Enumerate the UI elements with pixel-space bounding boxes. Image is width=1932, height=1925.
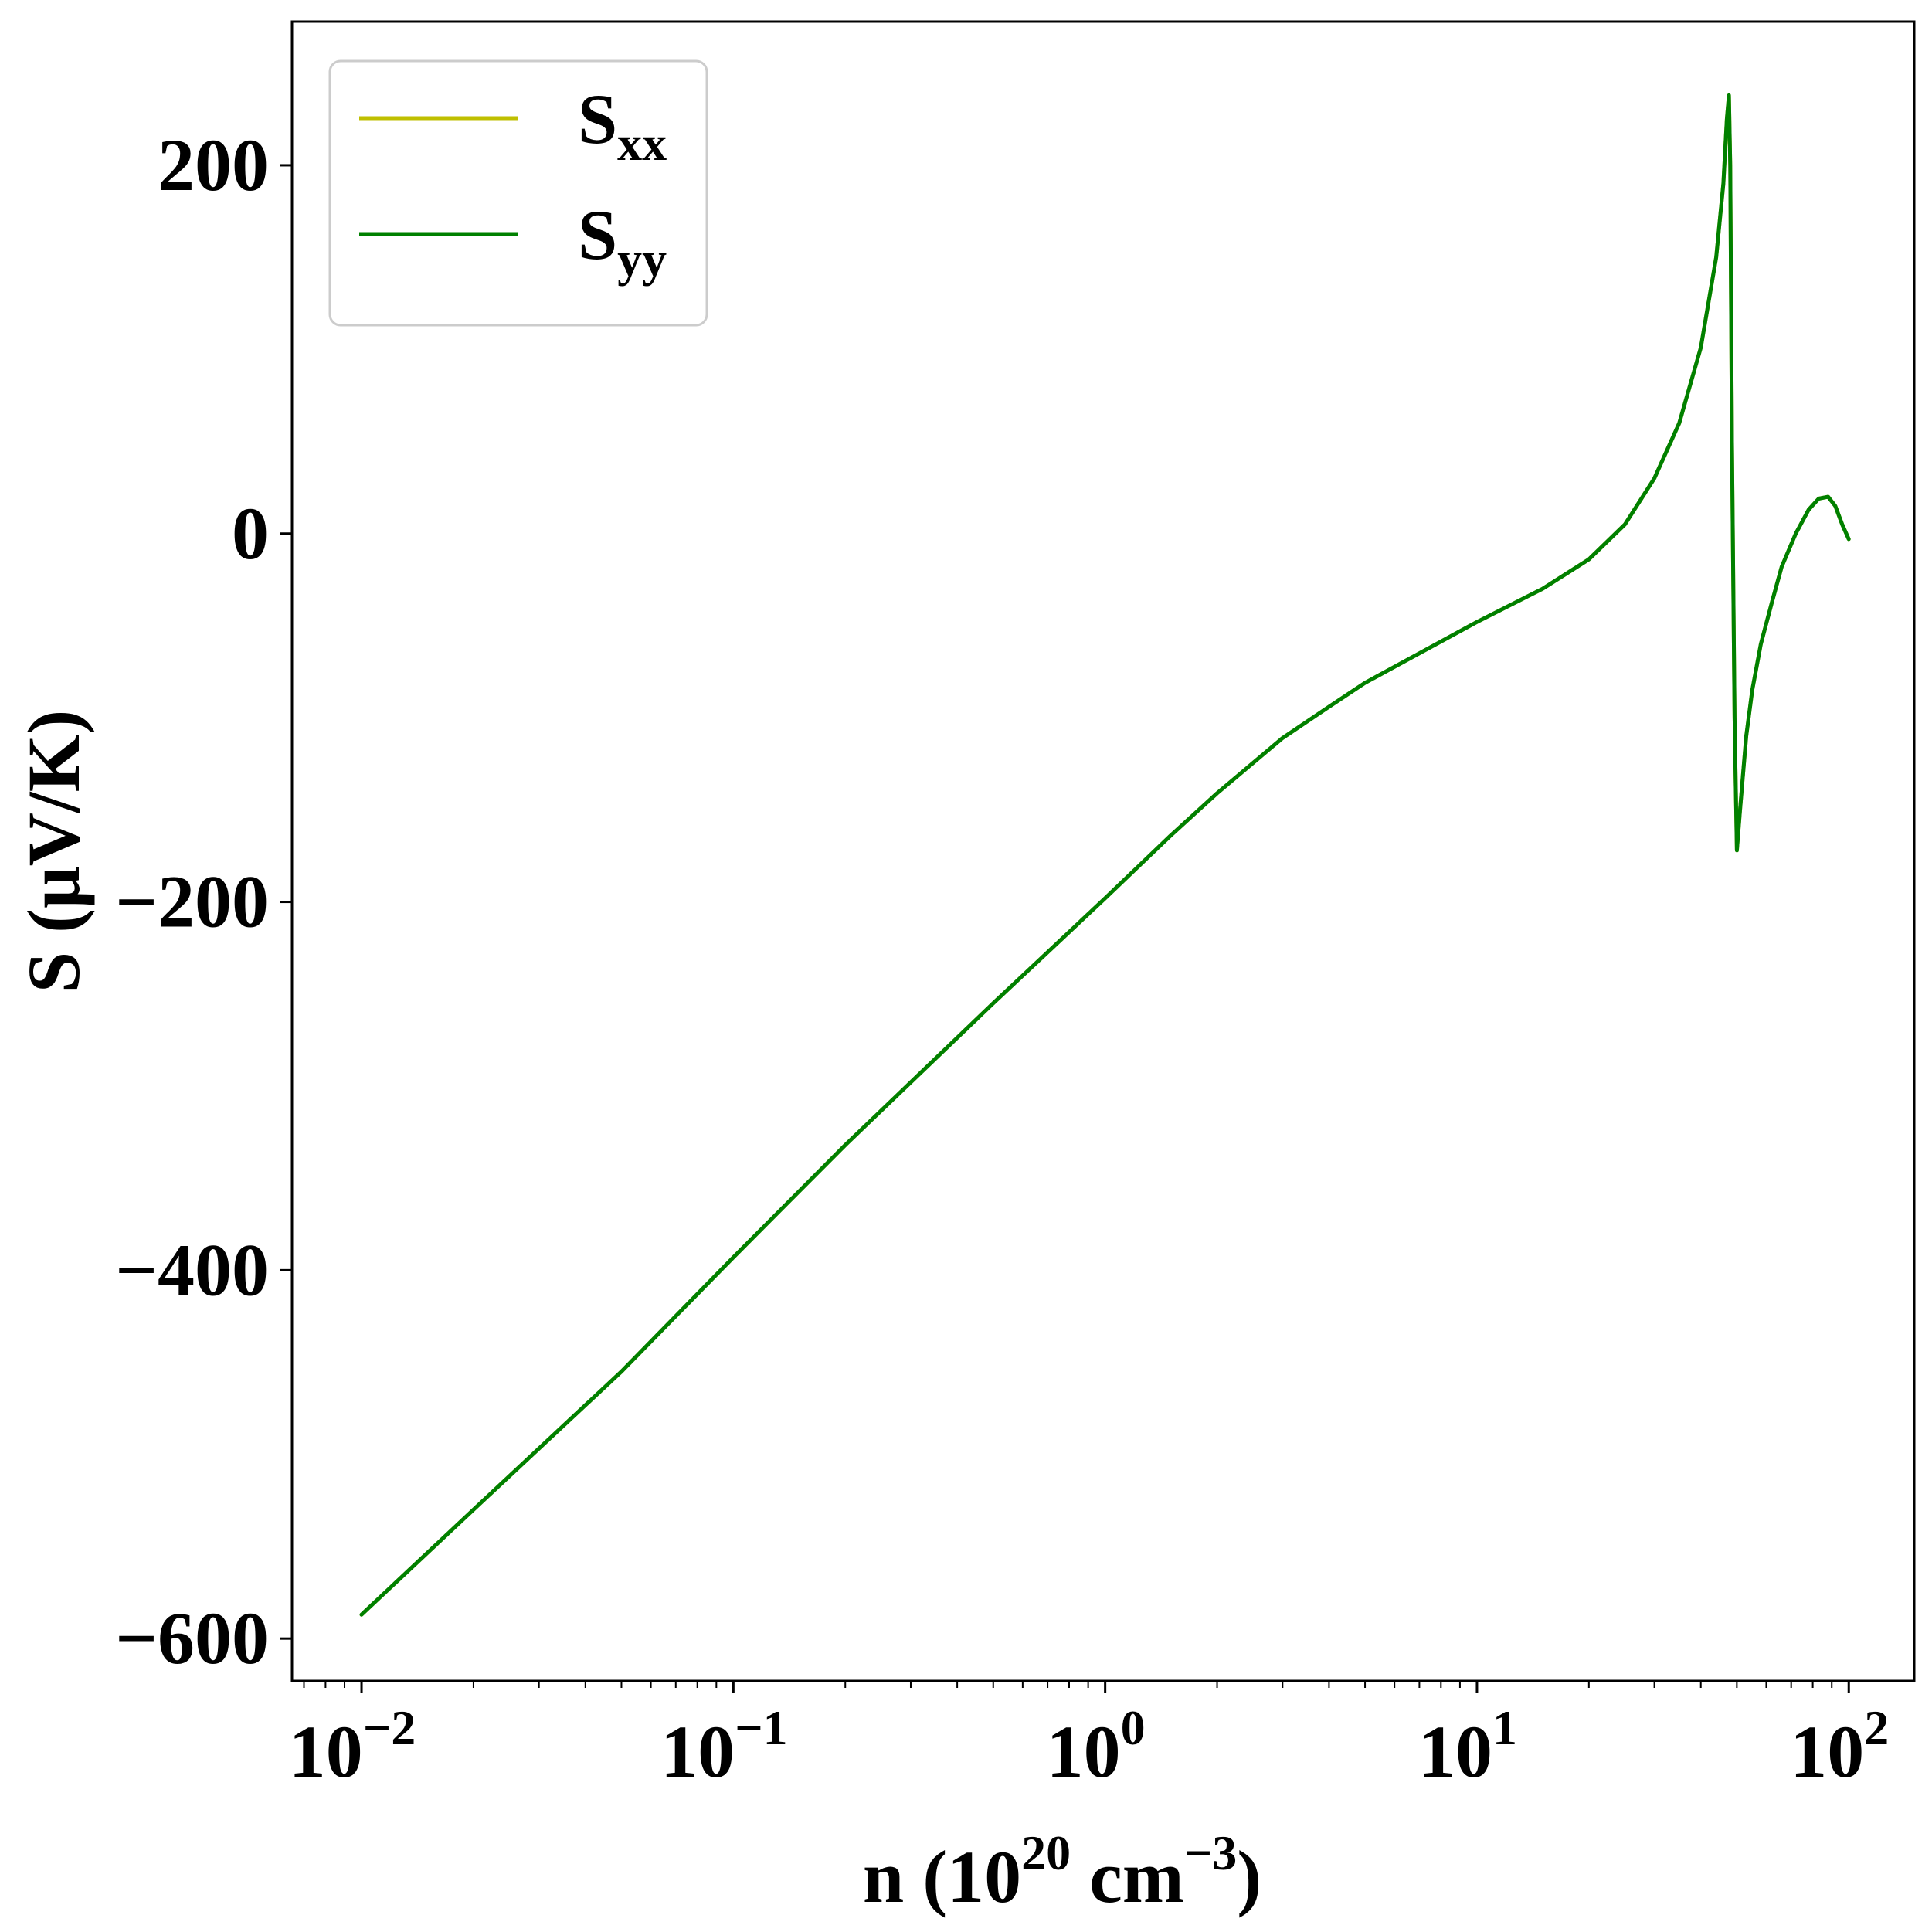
y-tick-label: −400 bbox=[115, 1228, 269, 1311]
legend-box bbox=[328, 59, 708, 327]
legend-label-sxx: Sxx bbox=[578, 80, 667, 171]
x-tick-label: 100 bbox=[1047, 1700, 1146, 1793]
legend-label-syy: Syy bbox=[578, 195, 667, 287]
y-tick-label: −600 bbox=[115, 1597, 269, 1679]
y-tick-label: 200 bbox=[158, 124, 269, 206]
x-tick-label: 10−2 bbox=[289, 1700, 416, 1793]
x-axis-label: n (1020 cm−3) bbox=[863, 1825, 1261, 1918]
y-tick-label: −200 bbox=[115, 861, 269, 943]
plot-lines bbox=[359, 93, 1851, 1617]
plot-frame bbox=[290, 20, 1916, 1682]
y-tick-label: 0 bbox=[232, 492, 269, 575]
x-tick-label: 10−1 bbox=[660, 1700, 787, 1793]
y-axis-ticks: 200 0 −200 −400 −600 bbox=[115, 124, 292, 1679]
x-tick-label: 102 bbox=[1790, 1700, 1889, 1793]
x-tick-label: 101 bbox=[1418, 1700, 1517, 1793]
series-line-syy bbox=[359, 93, 1851, 1617]
legend: Sxx Syy bbox=[328, 59, 708, 327]
y-axis-label: S (μV/K) bbox=[12, 710, 95, 993]
x-axis-ticks: 10−2 10−1 100 101 102 bbox=[289, 1681, 1889, 1793]
